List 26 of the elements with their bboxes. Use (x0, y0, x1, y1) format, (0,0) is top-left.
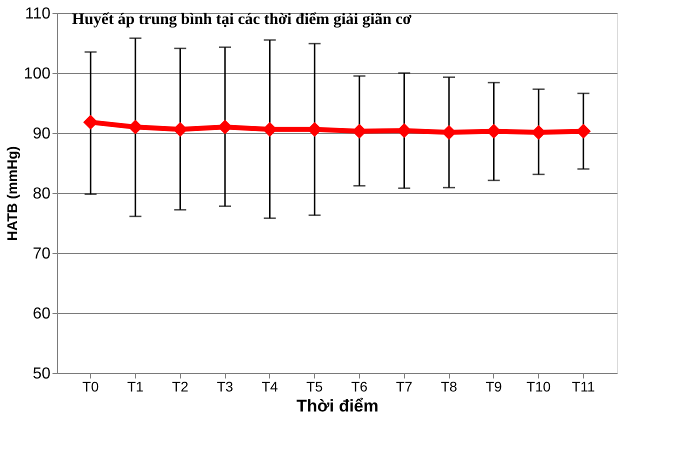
x-tick-label: T0 (82, 378, 99, 394)
x-tick-label: T3 (216, 378, 234, 394)
x-tick-label: T5 (306, 378, 323, 394)
y-tick-label: 70 (32, 246, 51, 262)
point (218, 120, 232, 134)
x-tick-label: T8 (440, 378, 458, 394)
x-tick-label: T9 (486, 378, 502, 394)
x-tick-label: T4 (262, 378, 278, 394)
point (128, 120, 143, 134)
x-tick-label: T10 (526, 378, 551, 394)
y-axis-title: HATB (mmHg) (4, 146, 20, 241)
y-tick-label: 110 (24, 6, 51, 22)
y-tick-label: 90 (32, 126, 51, 142)
y-tick-label: 80 (32, 186, 51, 202)
x-axis-title: Thời điểm (296, 396, 378, 416)
y-tick-label: 60 (32, 306, 51, 322)
point (83, 114, 98, 130)
x-tick-label: T2 (172, 378, 189, 394)
y-tick-label: 100 (24, 66, 51, 82)
point (442, 124, 456, 140)
x-tick-label: T6 (351, 378, 368, 394)
x-tick-label: T11 (572, 378, 596, 394)
y-tick-label: 50 (32, 366, 51, 382)
x-tick-label: T1 (127, 378, 144, 394)
chart-title: Huyết áp trung bình tại các thời điểm giải giãn cơ (72, 11, 412, 28)
x-tick-label: T7 (396, 378, 413, 394)
